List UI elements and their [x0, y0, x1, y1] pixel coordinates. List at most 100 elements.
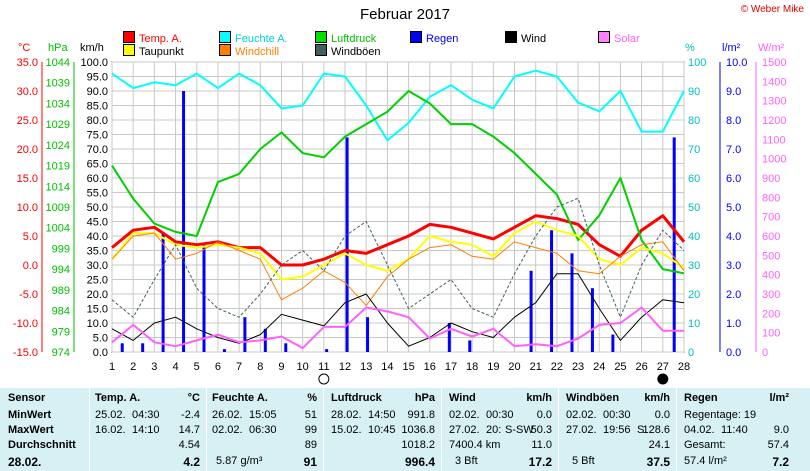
tick-label-humidity: 70: [688, 144, 700, 156]
tick-label-temp: 25.0: [17, 115, 38, 127]
stats-current: 7.2: [772, 455, 789, 469]
legend-label: Solar: [614, 33, 640, 45]
series-line-taupunkt: [111, 220, 685, 281]
stats-max-date: 15.02.: [331, 424, 362, 436]
legend-swatch: [219, 31, 231, 43]
unit-temp: °C: [18, 42, 31, 54]
tick-label-humidity: 40: [688, 231, 700, 243]
stats-max-direction: S: [637, 424, 645, 436]
stats-max-direction: S-SW: [505, 424, 534, 436]
stats-max: 1036.8: [401, 424, 435, 436]
rain-bar: [366, 317, 370, 352]
series-line-feuchte-a: [111, 69, 685, 142]
legend-dewpoint: Taupunkt: [123, 44, 184, 58]
tick-label-day: 4: [172, 361, 178, 373]
stats-total: 57.4: [767, 439, 789, 451]
tick-label-day: 5: [194, 361, 200, 373]
tick-label-pressure: 1004: [46, 223, 70, 235]
tick-label-solar: 400: [762, 270, 780, 282]
unit-pressure: hPa: [48, 42, 68, 54]
tick-label-pressure: 1039: [46, 78, 70, 90]
tick-label-rain: 9.0: [726, 86, 741, 98]
rain-bar: [590, 288, 594, 352]
stats-avg: 1018.2: [401, 439, 435, 451]
tick-label-day: 12: [339, 361, 351, 373]
tick-label-humidity: 100: [688, 57, 706, 69]
tick-label-rain: 7.0: [726, 144, 741, 156]
tick-label-wind: 70.0: [87, 144, 108, 156]
tick-label-wind: 35.0: [87, 246, 108, 258]
legend-wind: Wind: [505, 31, 546, 45]
stats-avg: 24.1: [648, 439, 670, 451]
legend-swatch: [315, 31, 327, 43]
legend-label: Taupunkt: [139, 46, 184, 58]
stats-header: Wind: [449, 392, 476, 404]
legend-swatch: [505, 31, 517, 43]
tick-label-day: 11: [318, 361, 329, 373]
tick-label-solar: 1100: [762, 134, 786, 146]
tick-label-solar: 300: [762, 289, 780, 301]
tick-label-wind: 90.0: [87, 86, 108, 98]
tick-label-solar: 700: [762, 212, 780, 224]
tick-label-solar: 500: [762, 250, 780, 262]
stats-row-label: Durchschnitt: [8, 439, 76, 451]
tick-label-temp: -10.0: [13, 318, 38, 330]
stats-col-rain: Regen l/m² Regentage: 19 04.02. 11:40 9.…: [676, 388, 795, 471]
tick-label-wind: 15.0: [87, 304, 108, 316]
stats-min: -2.4: [181, 409, 200, 421]
stats-max: 99: [304, 424, 317, 436]
stats-col-pressure: Luftdruck hPa 28.02. 14:50 991.8 15.02. …: [323, 388, 441, 471]
rain-bar: [120, 343, 124, 352]
tick-label-solar: 600: [762, 231, 780, 243]
stats-header: Regen: [684, 392, 718, 404]
stats-max: 9.0: [773, 424, 789, 436]
tick-label-day: 25: [614, 361, 626, 373]
tick-label-pressure: 999: [52, 243, 70, 255]
tick-label-humidity: 30: [688, 260, 700, 272]
tick-label-day: 16: [424, 361, 436, 373]
tick-label-pressure: 989: [52, 285, 70, 297]
tick-label-solar: 1500: [762, 57, 786, 69]
tick-label-humidity: 10: [688, 318, 700, 330]
tick-label-solar: 1000: [762, 154, 786, 166]
rain-bar: [345, 137, 349, 352]
stats-max-time: 19:56: [603, 424, 631, 436]
tick-label-rain: 10.0: [726, 57, 747, 69]
tick-label-temp: 35.0: [17, 57, 38, 69]
tick-label-solar: 0: [762, 347, 768, 359]
tick-label-humidity: 20: [688, 289, 700, 301]
stats-min-date: 26.02.: [212, 409, 243, 421]
tick-label-humidity: 80: [688, 115, 700, 127]
tick-label-rain: 0.0: [726, 347, 741, 359]
copyright: © Weber Mike: [740, 4, 804, 15]
tick-label-humidity: 0: [688, 347, 694, 359]
tick-label-pressure: 1034: [46, 98, 70, 110]
tick-label-day: 19: [487, 361, 499, 373]
rain-bar: [447, 323, 451, 352]
legend-label: Windchill: [235, 46, 280, 58]
tick-label-wind: 45.0: [87, 217, 108, 229]
tick-label-day: 21: [530, 361, 542, 373]
legend-windchill: Windchill: [219, 44, 279, 58]
stats-min-time: 00:30: [603, 409, 631, 421]
stats-min-time: 14:50: [368, 409, 396, 421]
stats-min-date: 25.02.: [95, 409, 126, 421]
legend-label: Windböen: [331, 46, 381, 58]
unit-humidity: %: [685, 42, 695, 54]
stats-unit: km/h: [526, 392, 552, 404]
tick-label-pressure: 1024: [46, 140, 70, 152]
stats-current-date: 28.02.: [8, 455, 42, 469]
tick-label-wind: 55.0: [87, 188, 108, 200]
tick-label-solar: 1300: [762, 96, 786, 108]
rain-bar: [570, 253, 574, 352]
tick-label-pressure: 974: [52, 347, 70, 359]
legend-swatch: [219, 44, 231, 56]
stats-total-month: 57.4 l/m²: [684, 455, 727, 467]
stats-header: Luftdruck: [331, 392, 382, 404]
stats-current: 996.4: [404, 455, 435, 469]
tick-label-wind: 25.0: [87, 275, 108, 287]
tick-label-wind: 10.0: [87, 318, 108, 330]
tick-label-day: 10: [297, 361, 309, 373]
tick-label-wind: 65.0: [87, 159, 108, 171]
tick-label-pressure: 984: [52, 306, 70, 318]
